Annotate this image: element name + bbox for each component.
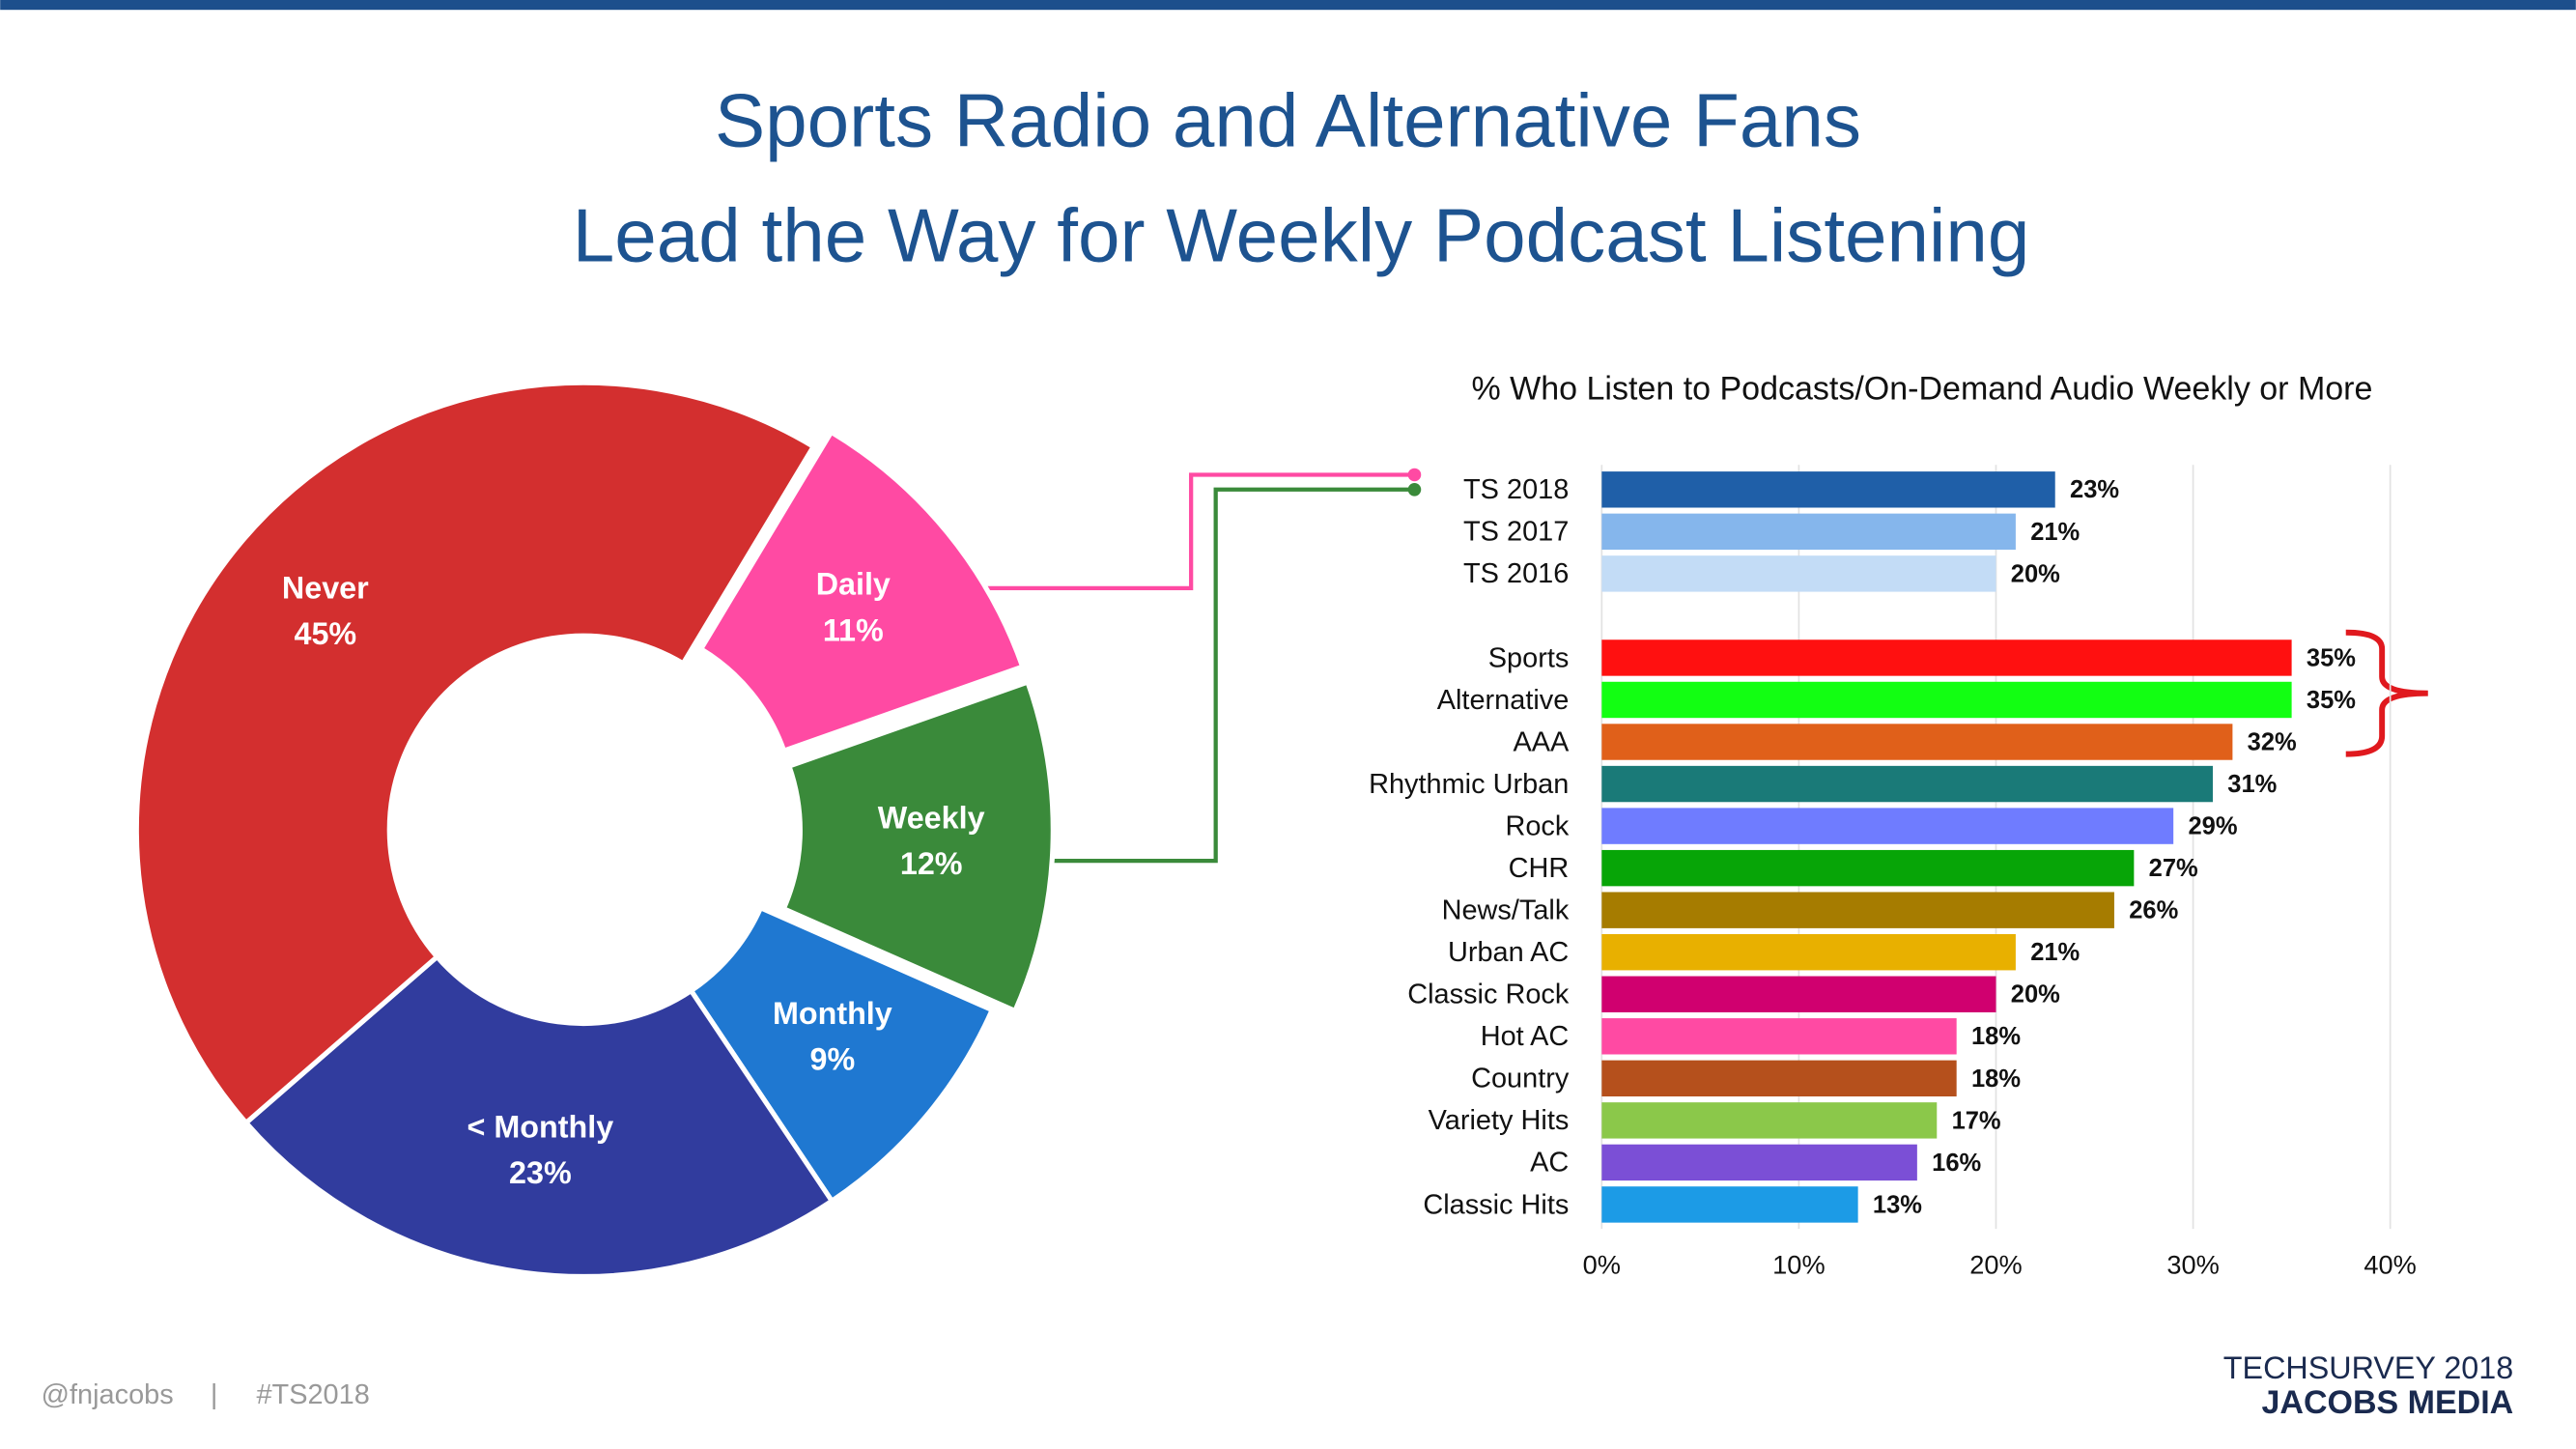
bar xyxy=(1601,555,1996,592)
y-tick-label: Urban AC xyxy=(1448,937,1569,968)
bar xyxy=(1601,513,2016,551)
value-label: 23% xyxy=(2070,476,2119,503)
bar xyxy=(1601,639,2292,676)
title-line: Lead the Way for Weekly Podcast Listenin… xyxy=(573,193,2030,278)
value-label: 20% xyxy=(2011,981,2060,1009)
slice-value: 11% xyxy=(823,612,884,647)
logo-line: JACOBS MEDIA xyxy=(2262,1384,2514,1421)
connector-dot xyxy=(1407,468,1422,482)
x-tick-label: 30% xyxy=(2166,1249,2219,1279)
bar xyxy=(1601,849,2135,887)
y-tick-label: Country xyxy=(1471,1064,1570,1094)
bar xyxy=(1601,934,2016,971)
slice-label: Monthly xyxy=(773,996,892,1031)
footer-hashtag: #TS2018 xyxy=(256,1379,369,1410)
value-label: 26% xyxy=(2129,897,2178,924)
slice-value: 9% xyxy=(810,1042,856,1077)
x-tick-label: 10% xyxy=(1772,1249,1825,1279)
value-label: 32% xyxy=(2248,728,2297,755)
y-tick-label: Rock xyxy=(1505,810,1569,841)
slice-value: 45% xyxy=(295,616,357,651)
donut-slice xyxy=(697,428,1026,754)
value-label: 29% xyxy=(2188,813,2237,840)
y-tick-label: Classic Rock xyxy=(1407,980,1570,1010)
slice-value: 23% xyxy=(509,1155,572,1190)
y-tick-label: Variety Hits xyxy=(1429,1105,1570,1136)
value-label: 31% xyxy=(2227,771,2277,798)
value-label: 20% xyxy=(2011,560,2060,587)
slice-label: Weekly xyxy=(878,800,985,835)
y-tick-label: Hot AC xyxy=(1481,1021,1570,1052)
slice-label: < Monthly xyxy=(467,1109,614,1144)
y-tick-label: AAA xyxy=(1513,726,1570,757)
y-tick-label: TS 2017 xyxy=(1463,517,1569,548)
y-tick-label: News/Talk xyxy=(1442,895,1570,926)
value-label: 18% xyxy=(1971,1023,2021,1050)
bar xyxy=(1601,1102,1938,1139)
bar xyxy=(1601,1186,1858,1223)
y-tick-label: TS 2016 xyxy=(1463,558,1569,589)
bar xyxy=(1601,1018,1957,1055)
bar xyxy=(1601,1060,1957,1097)
value-label: 16% xyxy=(1932,1150,1981,1177)
value-label: 35% xyxy=(2307,687,2356,714)
value-label: 13% xyxy=(1873,1191,1922,1218)
value-label: 21% xyxy=(2030,939,2080,966)
y-tick-label: AC xyxy=(1530,1148,1569,1179)
slice-value: 12% xyxy=(900,846,963,881)
y-tick-label: CHR xyxy=(1509,853,1570,884)
x-tick-label: 0% xyxy=(1583,1249,1621,1279)
y-tick-label: Rhythmic Urban xyxy=(1369,769,1569,800)
bar xyxy=(1601,892,2114,928)
x-tick-label: 40% xyxy=(2364,1249,2416,1279)
bracket xyxy=(2345,629,2428,757)
slice-label: Daily xyxy=(816,567,891,602)
value-label: 35% xyxy=(2307,644,2356,671)
y-tick-label: Sports xyxy=(1488,642,1570,673)
value-label: 21% xyxy=(2030,519,2080,546)
y-tick-label: TS 2018 xyxy=(1463,474,1569,505)
y-tick-label: Alternative xyxy=(1437,685,1570,716)
plot: Daily 11% Weekly 12% Monthly 9% < Monthly 23% Ne… xyxy=(133,380,2417,1279)
value-label: 17% xyxy=(1952,1107,2001,1134)
connector xyxy=(972,472,1415,590)
donut-slice xyxy=(779,678,1056,1014)
footer-separator: | xyxy=(211,1379,218,1410)
bar xyxy=(1601,976,1996,1012)
connector xyxy=(1025,487,1415,864)
footer-handle: @fnjacobs xyxy=(42,1379,174,1410)
donut-slice xyxy=(242,952,835,1279)
value-label: 27% xyxy=(2149,855,2198,882)
y-tick-label: Classic Hits xyxy=(1423,1189,1569,1220)
bar xyxy=(1601,681,2292,719)
value-label: 18% xyxy=(1971,1065,2021,1093)
connector-dot xyxy=(1407,483,1422,497)
x-tick-label: 20% xyxy=(1969,1249,2022,1279)
title-line: Sports Radio and Alternative Fans xyxy=(715,78,1861,163)
bar xyxy=(1601,471,2055,508)
donut-slice xyxy=(133,380,817,1126)
bar xyxy=(1601,1144,1917,1181)
bar-chart-title: % Who Listen to Podcasts/On-Demand Audio… xyxy=(1472,371,2373,408)
bar xyxy=(1601,724,2233,760)
logo-line: TECHSURVEY 2018 xyxy=(2223,1350,2513,1385)
top-band xyxy=(0,0,2576,11)
bar xyxy=(1601,765,2213,803)
donut-slice xyxy=(688,904,996,1205)
slice-label: Never xyxy=(282,570,369,605)
bar xyxy=(1601,808,2174,844)
